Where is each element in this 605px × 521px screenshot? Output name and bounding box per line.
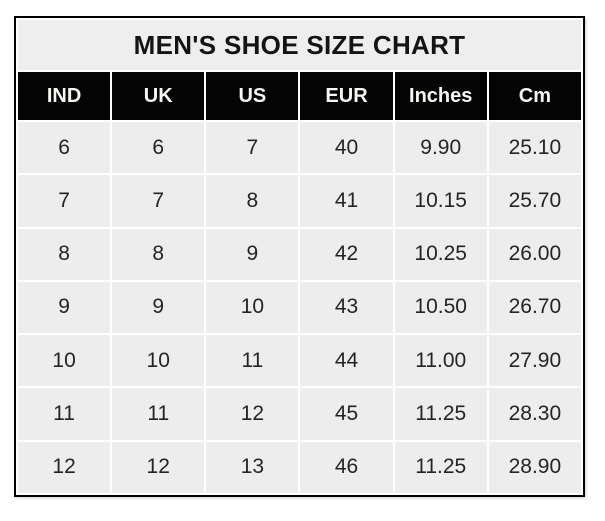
table-cell: 26.70 — [488, 281, 581, 334]
table-cell: 10 — [112, 335, 205, 387]
column-header-inches: Inches — [394, 72, 487, 120]
table-cell: 43 — [300, 281, 393, 334]
table-cell: 10.50 — [394, 281, 487, 334]
table-row: 11 11 12 45 11.25 28.30 — [18, 388, 581, 440]
table-cell: 42 — [300, 228, 393, 280]
chart-title: MEN'S SHOE SIZE CHART — [18, 20, 581, 70]
table-row: 9 9 10 43 10.50 26.70 — [18, 281, 581, 334]
table-cell: 13 — [206, 441, 299, 493]
column-header-eur: EUR — [300, 72, 393, 120]
table-cell: 11.25 — [394, 441, 487, 493]
table-cell: 7 — [112, 175, 205, 227]
table-cell: 10 — [206, 281, 299, 334]
table-row: 10 10 11 44 11.00 27.90 — [18, 335, 581, 387]
table-cell: 12 — [112, 441, 205, 493]
table-cell: 8 — [112, 228, 205, 280]
table-cell: 25.10 — [488, 122, 581, 174]
table-cell: 11.25 — [394, 388, 487, 440]
table-cell: 7 — [206, 122, 299, 174]
header-row: IND UK US EUR Inches Cm — [18, 72, 581, 120]
table-cell: 11.00 — [394, 335, 487, 387]
table-cell: 6 — [112, 122, 205, 174]
shoe-size-chart-table: MEN'S SHOE SIZE CHART IND UK US EUR Inches Cm… — [14, 16, 585, 497]
table-row: 8 8 9 42 10.25 26.00 — [18, 228, 581, 280]
column-header-uk: UK — [112, 72, 205, 120]
table-body: 6 6 7 40 9.90 25.10 7 7 8 41 10.15 25.70 8 8 9 42 10.25 2… — [18, 122, 581, 493]
title-row: MEN'S SHOE SIZE CHART — [18, 20, 581, 70]
table-cell: 12 — [18, 441, 111, 493]
table-cell: 10.15 — [394, 175, 487, 227]
table-row: 6 6 7 40 9.90 25.10 — [18, 122, 581, 174]
table-cell: 10.25 — [394, 228, 487, 280]
table-cell: 8 — [18, 228, 111, 280]
table-cell: 9 — [112, 281, 205, 334]
table-cell: 28.90 — [488, 441, 581, 493]
table-cell: 12 — [206, 388, 299, 440]
table-row: 7 7 8 41 10.15 25.70 — [18, 175, 581, 227]
table-cell: 6 — [18, 122, 111, 174]
table-cell: 44 — [300, 335, 393, 387]
table-cell: 46 — [300, 441, 393, 493]
column-header-ind: IND — [18, 72, 111, 120]
table-cell: 11 — [18, 388, 111, 440]
table-head: MEN'S SHOE SIZE CHART IND UK US EUR Inches Cm — [18, 20, 581, 120]
table-row: 12 12 13 46 11.25 28.90 — [18, 441, 581, 493]
table-cell: 7 — [18, 175, 111, 227]
table-cell: 9.90 — [394, 122, 487, 174]
table-cell: 8 — [206, 175, 299, 227]
table-cell: 25.70 — [488, 175, 581, 227]
table-cell: 10 — [18, 335, 111, 387]
table-cell: 40 — [300, 122, 393, 174]
table-cell: 26.00 — [488, 228, 581, 280]
column-header-us: US — [206, 72, 299, 120]
column-header-cm: Cm — [488, 72, 581, 120]
table-cell: 9 — [206, 228, 299, 280]
table-cell: 9 — [18, 281, 111, 334]
table-cell: 11 — [206, 335, 299, 387]
table-cell: 11 — [112, 388, 205, 440]
table-cell: 27.90 — [488, 335, 581, 387]
table-cell: 45 — [300, 388, 393, 440]
table-cell: 28.30 — [488, 388, 581, 440]
table-cell: 41 — [300, 175, 393, 227]
